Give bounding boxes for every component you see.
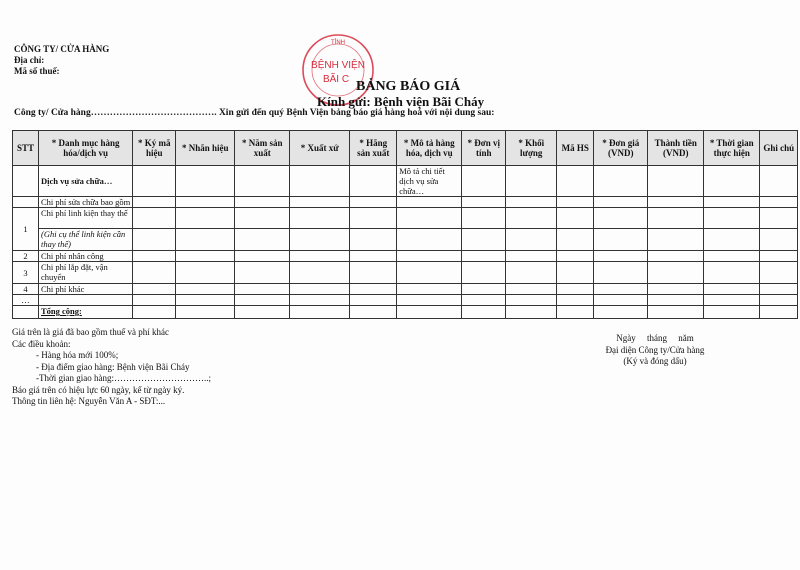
recipient-line: Kính gửi: Bệnh viện Bãi Cháy <box>317 94 485 109</box>
col-header: * Danh mục hàng hóa/dịch vụ <box>37 130 134 166</box>
tax-note: Giá trên là giá đã bao gồm thuế và phí k… <box>12 327 169 337</box>
col-header: STT <box>12 130 39 166</box>
col-header: * Nhãn hiệu <box>175 130 236 166</box>
address-label: Địa chỉ: <box>14 55 45 65</box>
row-item: Chi phí linh kiện thay thế <box>37 207 134 229</box>
table-row: … <box>12 294 799 306</box>
term-item: -Thời gian giao hàng:…………………………..; <box>36 373 211 383</box>
includes-label: Chi phí sửa chữa bao gồm <box>37 196 134 208</box>
company-header: CÔNG TY/ CỬA HÀNG Địa chỉ: Mã số thuế: <box>14 44 109 77</box>
row-item-note: (Ghi cụ thể linh kiện cần thay thế) <box>37 228 134 251</box>
svg-text:BÃI C: BÃI C <box>323 72 349 85</box>
col-header: Ghi chú <box>759 130 799 166</box>
col-header: * Khối lượng <box>505 130 558 166</box>
row-stt: 4 <box>12 283 39 295</box>
col-header: Thành tiền (VND) <box>647 130 705 166</box>
validity-note: Báo giá trên có hiệu lực 60 ngày, kể từ … <box>12 384 185 395</box>
tax-code-label: Mã số thuế: <box>14 66 60 76</box>
signature-block: Ngày tháng năm Đại diện Công ty/Cửa hàng… <box>580 333 730 368</box>
col-header: * Mô tả hàng hóa, dịch vụ <box>396 130 463 166</box>
total-label: Tổng cộng: <box>37 305 134 319</box>
total-row: Tổng cộng: <box>12 305 799 319</box>
signature-role: Đại diện Công ty/Cửa hàng <box>605 344 705 355</box>
col-header: * Xuất xứ <box>289 130 351 166</box>
row-item <box>37 294 134 306</box>
row-item: Chi phí khác <box>37 283 134 295</box>
svg-text:TỈNH: TỈNH <box>331 39 345 46</box>
terms-label: Các điều khoản: <box>12 338 71 349</box>
col-header: * Hãng sản xuất <box>349 130 398 166</box>
signature-date: Ngày tháng năm <box>616 333 694 343</box>
document-title: BẢNG BÁO GIÁ <box>356 79 461 94</box>
row-stt: 1 <box>12 207 39 251</box>
term-item: - Địa điểm giao hàng: Bệnh viện Bãi Cháy <box>36 361 190 372</box>
table-row: (Ghi cụ thể linh kiện cần thay thế) <box>13 228 799 251</box>
row-stt: … <box>12 294 39 306</box>
intro-line: Công ty/ Cửa hàng…………………………………. Xin gửi … <box>14 108 495 118</box>
table-row: 2 Chi phí nhân công <box>12 250 799 262</box>
row-item: Chi phí nhân công <box>37 250 134 262</box>
col-header: Mã HS <box>556 130 595 166</box>
quotation-table: STT * Danh mục hàng hóa/dịch vụ * Ký mã … <box>12 130 799 319</box>
col-header: * Đơn vị tính <box>461 130 507 166</box>
service-description: Mô tả chi tiết dịch vụ sửa chữa… <box>396 165 463 197</box>
svg-text:BỆNH VIỆN: BỆNH VIỆN <box>311 58 365 71</box>
col-header: * Năm sản xuất <box>234 130 291 166</box>
table-header-row: STT * Danh mục hàng hóa/dịch vụ * Ký mã … <box>12 130 799 166</box>
row-stt: 3 <box>12 261 39 284</box>
col-header: * Thời gian thực hiện <box>703 130 761 166</box>
term-item: - Hàng hóa mới 100%; <box>36 350 119 360</box>
table-row: Dịch vụ sửa chữa… Mô tả chi tiết dịch vụ… <box>12 165 799 197</box>
notes-section: Giá trên là giá đã bao gồm thuế và phí k… <box>12 327 211 408</box>
table-row: 1 Chi phí linh kiện thay thế <box>12 207 799 251</box>
table-row: Chi phí sửa chữa bao gồm <box>12 196 799 208</box>
table-row: 3 Chi phí lắp đặt, vận chuyển <box>12 261 799 284</box>
row-stt: 2 <box>12 250 39 262</box>
col-header: * Đơn giá (VND) <box>593 130 649 166</box>
contact-info: Thông tin liên hệ: Nguyễn Văn A - SĐT:..… <box>12 396 166 406</box>
table-row: 4 Chi phí khác <box>12 283 799 295</box>
company-name: CÔNG TY/ CỬA HÀNG <box>14 44 110 54</box>
service-item: Dịch vụ sửa chữa… <box>37 165 134 197</box>
signature-instruction: (Ký và đóng dấu) <box>623 356 687 366</box>
row-item: Chi phí lắp đặt, vận chuyển <box>37 261 134 284</box>
col-header: * Ký mã hiệu <box>132 130 177 166</box>
hospital-stamp-icon: TỈNH BỆNH VIỆN BÃI C <box>302 34 374 106</box>
